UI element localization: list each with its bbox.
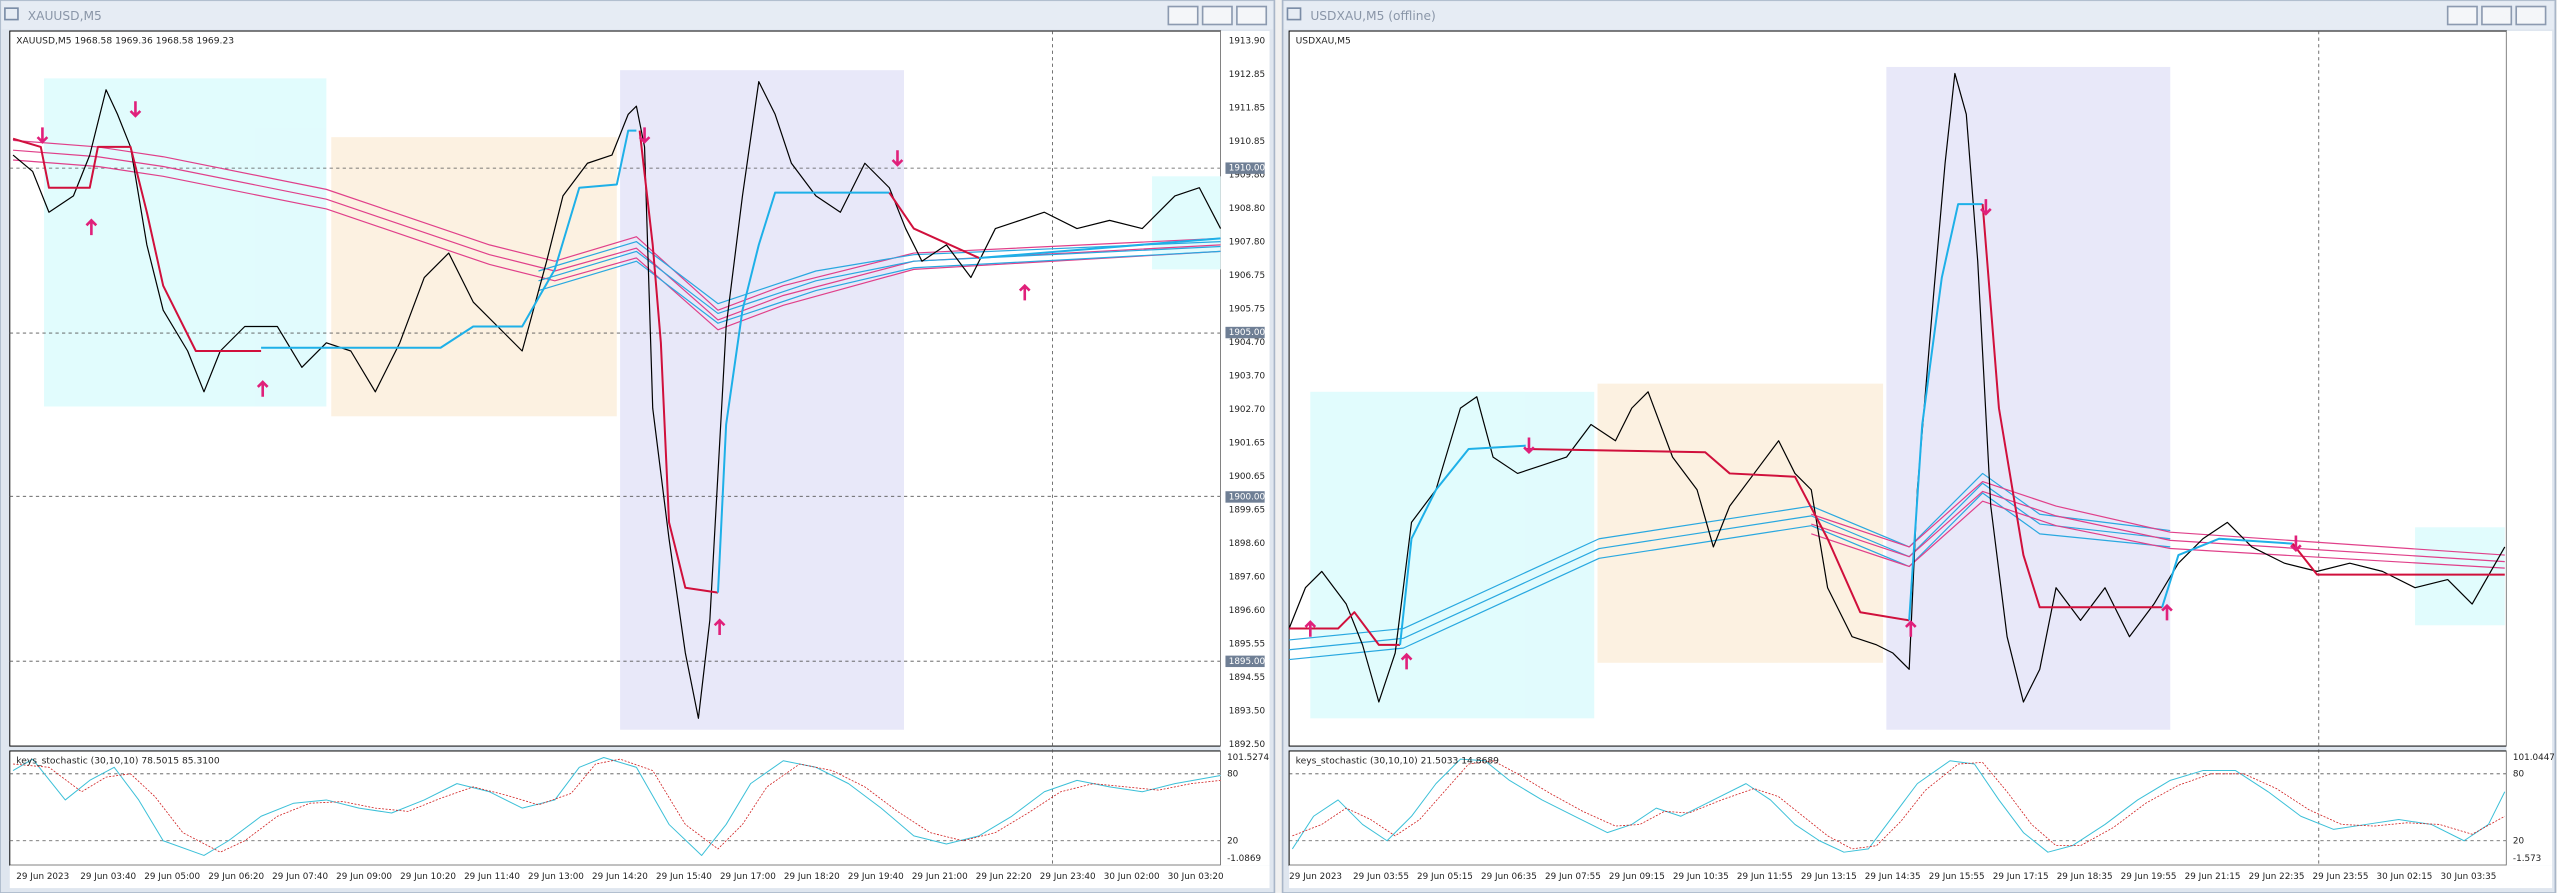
indicator-axis-label: 20	[1227, 836, 1239, 846]
time-label: 29 Jun 10:20	[400, 872, 456, 882]
price-label: 1909.80	[1229, 170, 1266, 180]
price-marker-box	[1225, 326, 1265, 339]
price-label: 1907.80	[1229, 237, 1266, 247]
maximize-button[interactable]	[1201, 5, 1233, 26]
price-label: 1902.70	[1229, 405, 1266, 415]
time-label: 29 Jun 18:35	[2057, 872, 2113, 882]
price-marker: 1905.00	[1229, 328, 1266, 338]
time-label: 29 Jun 22:20	[976, 872, 1032, 882]
price-label: 1904.70	[1229, 338, 1266, 348]
time-label: 29 Jun 05:15	[1417, 872, 1473, 882]
price-marker: 1910.00	[1229, 164, 1266, 174]
time-label: 29 Jun 17:00	[720, 872, 776, 882]
maximize-button[interactable]	[2481, 5, 2513, 26]
indicator-axis-label: -1.573	[2513, 854, 2541, 864]
price-label: 1896.60	[1229, 606, 1266, 616]
stochastic-lines	[13, 757, 2505, 855]
price-label: 1913.90	[1229, 36, 1266, 46]
minimize-button[interactable]	[2446, 5, 2478, 26]
time-label: 29 Jun 17:15	[1993, 872, 2049, 882]
time-label: 29 Jun 19:40	[848, 872, 904, 882]
price-label: 1892.50	[1229, 740, 1266, 750]
time-label: 29 Jun 23:55	[2313, 872, 2369, 882]
time-label: 29 Jun 03:40	[80, 872, 136, 882]
time-label: 29 Jun 13:15	[1801, 872, 1857, 882]
indicator-axis-label: 80	[2513, 769, 2525, 779]
indicator-axis-label: 101.5274	[1227, 753, 1269, 763]
indicator-axis-label: -1.0869	[1227, 854, 1261, 864]
price-label: 1910.85	[1229, 137, 1265, 147]
time-label: 30 Jun 03:20	[1168, 872, 1224, 882]
time-label: 29 Jun 15:40	[656, 872, 712, 882]
time-label: 29 Jun 2023	[16, 872, 69, 882]
time-label: 29 Jun 2023	[1289, 872, 1342, 882]
time-label: 29 Jun 10:35	[1673, 872, 1729, 882]
indicator-label: keys_stochastic (30,10,10) 78.5015 85.31…	[16, 756, 220, 766]
time-label: 29 Jun 14:35	[1865, 872, 1921, 882]
price-label: 1900.65	[1229, 472, 1265, 482]
price-label: 1912.85	[1229, 70, 1265, 80]
price-marker: 1900.00	[1229, 492, 1266, 502]
time-label: 29 Jun 11:55	[1737, 872, 1793, 882]
price-marker-box	[1225, 491, 1265, 503]
time-label: 30 Jun 03:35	[2440, 872, 2496, 882]
time-label: 29 Jun 11:40	[464, 872, 520, 882]
signal-arrows	[36, 101, 2302, 670]
time-label: 29 Jun 19:55	[2121, 872, 2177, 882]
price-label: 1893.50	[1229, 706, 1266, 716]
symbol-info: USDXAU,M5	[1296, 36, 1351, 46]
price-label: 1894.55	[1229, 673, 1265, 683]
time-label: 29 Jun 18:20	[784, 872, 840, 882]
window-title: USDXAU,M5 (offline)	[1310, 9, 1435, 23]
time-label: 29 Jun 07:55	[1545, 872, 1601, 882]
price-label: 1905.75	[1229, 304, 1265, 314]
time-label: 29 Jun 09:00	[336, 872, 392, 882]
price-label: 1897.60	[1229, 572, 1266, 582]
window-title: XAUUSD,M5	[28, 9, 102, 23]
time-label: 29 Jun 05:00	[144, 872, 200, 882]
time-label: 29 Jun 07:40	[272, 872, 328, 882]
price-label: 1908.80	[1229, 204, 1266, 214]
indicator-label: keys_stochastic (30,10,10) 21.5033 14.86…	[1296, 756, 1500, 766]
price-marker-box	[1225, 655, 1265, 668]
indicator-axis-label: 101.0447	[2513, 753, 2555, 763]
close-button[interactable]	[2515, 5, 2547, 26]
symbol-info: XAUUSD,M5 1968.58 1969.36 1968.58 1969.2…	[16, 36, 234, 46]
price-marker-box	[1225, 162, 1265, 174]
time-label: 29 Jun 14:20	[592, 872, 648, 882]
time-label: 29 Jun 21:15	[2185, 872, 2241, 882]
time-label: 29 Jun 21:00	[912, 872, 968, 882]
time-label: 29 Jun 09:15	[1609, 872, 1665, 882]
price-lines-right	[1289, 73, 2505, 702]
zones	[44, 66, 2505, 730]
time-label: 29 Jun 15:55	[1929, 872, 1985, 882]
time-label: 29 Jun 22:35	[2249, 872, 2305, 882]
price-label: 1903.70	[1229, 371, 1266, 381]
price-lines-left	[13, 82, 1221, 719]
time-label: 30 Jun 02:15	[2377, 872, 2433, 882]
price-label: 1899.65	[1229, 505, 1265, 515]
close-button[interactable]	[1236, 5, 1268, 26]
indicator-axis-label: 80	[1227, 769, 1239, 779]
time-label: 29 Jun 03:55	[1353, 872, 1409, 882]
price-label: 1906.75	[1229, 271, 1265, 281]
price-label: 1895.55	[1229, 639, 1265, 649]
time-label: 29 Jun 06:35	[1481, 872, 1537, 882]
minimize-button[interactable]	[1167, 5, 1199, 26]
time-label: 29 Jun 06:20	[208, 872, 264, 882]
price-marker: 1895.00	[1229, 657, 1266, 667]
price-label: 1898.60	[1229, 539, 1266, 549]
price-label: 1911.85	[1229, 103, 1265, 113]
dashed-lines	[9, 31, 2507, 866]
time-label: 29 Jun 13:00	[528, 872, 584, 882]
time-label: 30 Jun 02:00	[1104, 872, 1160, 882]
time-label: 29 Jun 23:40	[1040, 872, 1096, 882]
indicator-axis-label: 20	[2513, 836, 2525, 846]
price-label: 1901.65	[1229, 438, 1265, 448]
